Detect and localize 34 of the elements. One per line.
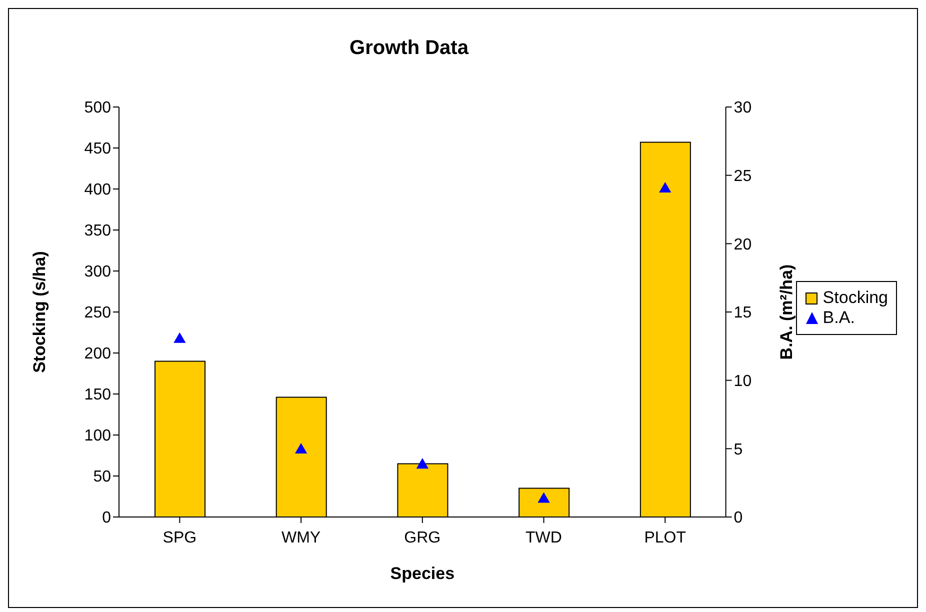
- y2-tick-label: 15: [734, 304, 752, 322]
- x-tick-label: GRG: [404, 529, 441, 546]
- legend-label: B.A.: [822, 308, 855, 328]
- x-tick-label: WMY: [281, 529, 321, 546]
- legend-label: Stocking: [822, 288, 888, 308]
- y-tick-label: 200: [84, 346, 112, 363]
- y2-tick-label: 10: [734, 373, 752, 390]
- y2-tick-label: 0: [734, 510, 743, 527]
- y2-tick-label: 5: [734, 441, 743, 458]
- y-tick-label: 250: [84, 304, 112, 322]
- y2-tick-label: 25: [734, 168, 752, 186]
- y-tick-label: 150: [84, 386, 112, 404]
- point: [538, 492, 550, 503]
- y-tick-label: 400: [84, 182, 112, 199]
- y2-tick-label: 30: [734, 100, 752, 117]
- y-tick-label: 500: [84, 100, 112, 117]
- y-tick-label: 450: [84, 140, 112, 158]
- y-tick-label: 0: [102, 510, 112, 527]
- y-axis-title: Stocking (s/ha): [30, 251, 50, 373]
- x-tick-label: SPG: [162, 529, 197, 546]
- y2-tick-label: 20: [734, 236, 752, 254]
- y2-axis-title: B.A. (m²/ha): [776, 264, 796, 360]
- point: [294, 443, 308, 454]
- point: [174, 332, 186, 343]
- point: [659, 182, 672, 193]
- y-tick-label: 50: [93, 468, 112, 486]
- x-tick-label: TWD: [526, 529, 562, 546]
- y-tick-label: 100: [84, 428, 112, 445]
- y-tick-label: 350: [84, 222, 112, 240]
- x-tick-label: PLOT: [644, 529, 686, 546]
- x-axis-title: Species: [390, 564, 455, 583]
- y-tick-label: 300: [84, 264, 112, 281]
- point: [416, 458, 428, 469]
- chart-title: Growth Data: [348, 37, 470, 60]
